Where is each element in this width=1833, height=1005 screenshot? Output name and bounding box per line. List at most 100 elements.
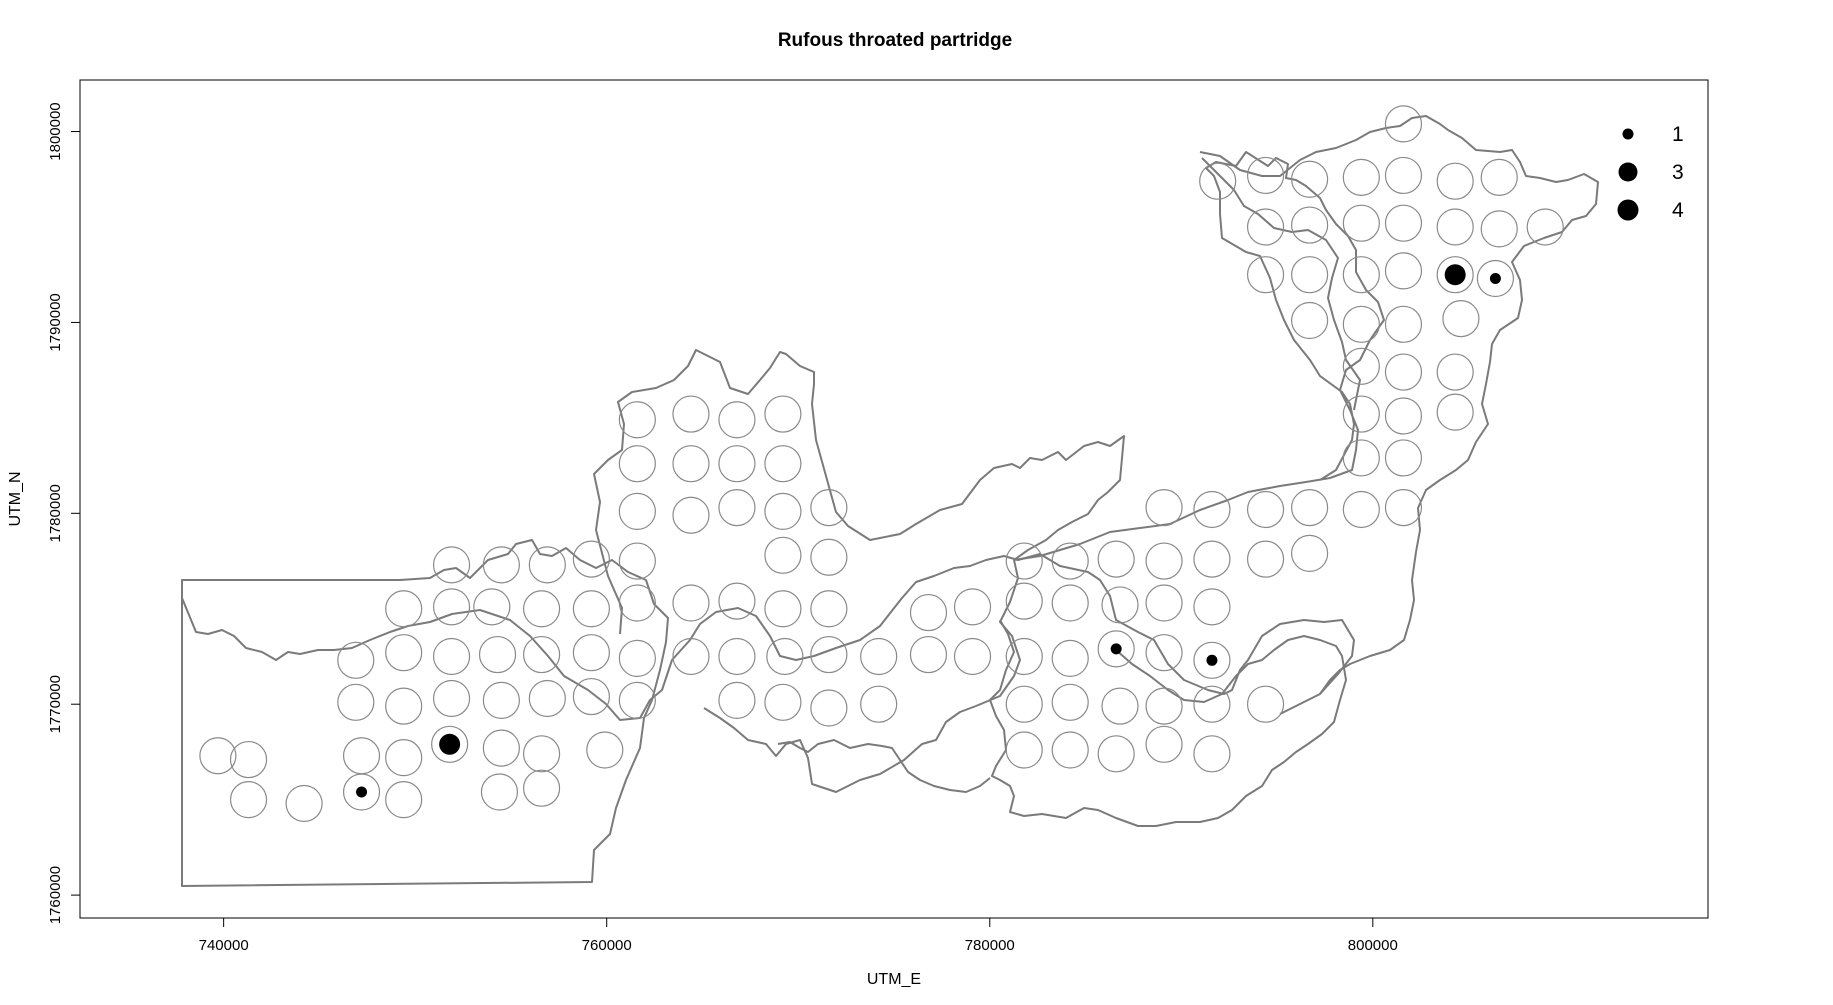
survey-point <box>528 679 566 718</box>
survey-point <box>522 590 561 628</box>
survey-point <box>1145 542 1183 580</box>
survey-point <box>672 395 710 433</box>
coastline-segment <box>777 739 991 793</box>
survey-point <box>1246 208 1285 246</box>
survey-point <box>718 445 756 483</box>
survey-points <box>199 105 1564 823</box>
survey-point <box>1436 256 1474 294</box>
survey-point <box>1005 637 1043 676</box>
survey-point <box>764 536 802 574</box>
survey-point <box>618 639 656 677</box>
survey-point <box>473 588 511 626</box>
province-boundary-south <box>181 553 1355 721</box>
survey-point <box>1384 252 1423 290</box>
survey-point <box>1384 156 1423 195</box>
y-axis-label: UTM_N <box>7 471 24 526</box>
survey-point <box>1005 582 1043 620</box>
survey-point <box>572 677 610 716</box>
survey-point <box>1097 540 1135 578</box>
survey-point <box>229 740 268 779</box>
survey-point <box>810 488 848 527</box>
survey-point <box>909 593 948 632</box>
survey-point <box>810 635 848 674</box>
survey-point <box>1342 395 1380 433</box>
detection-markers <box>356 264 1501 798</box>
district-boundary-south-east <box>989 619 1347 827</box>
survey-point <box>1342 305 1380 343</box>
survey-point <box>618 401 656 439</box>
survey-point <box>1436 162 1474 200</box>
detection-marker <box>356 786 368 798</box>
map-boundaries <box>181 115 1599 887</box>
survey-point <box>953 588 992 626</box>
survey-point <box>480 773 519 811</box>
survey-point <box>953 637 992 676</box>
survey-point <box>860 637 898 676</box>
x-axis: 740000 760000 780000 800000 <box>199 917 1398 954</box>
survey-point <box>572 540 610 578</box>
survey-point <box>764 590 802 628</box>
survey-point <box>385 739 423 777</box>
survey-point <box>1051 584 1089 622</box>
survey-point <box>522 769 561 807</box>
x-axis-label: UTM_E <box>867 971 921 988</box>
survey-point <box>1342 256 1380 294</box>
x-tick-label: 800000 <box>1348 937 1398 954</box>
survey-point <box>1291 301 1329 340</box>
legend-symbol <box>1617 199 1639 221</box>
survey-point <box>1436 208 1474 246</box>
survey-point <box>432 546 471 584</box>
survey-point <box>229 781 268 819</box>
survey-point <box>1005 731 1043 769</box>
survey-point <box>1246 156 1285 195</box>
survey-point <box>1246 490 1285 529</box>
survey-point <box>432 679 471 718</box>
survey-point <box>618 681 656 719</box>
survey-point <box>1442 300 1480 338</box>
district-boundary-west <box>181 539 669 887</box>
survey-point <box>1246 256 1285 294</box>
survey-point <box>572 634 610 672</box>
survey-point <box>718 681 756 719</box>
survey-point <box>337 641 375 679</box>
survey-point <box>618 492 656 531</box>
detection-marker <box>439 733 461 755</box>
survey-point <box>285 784 323 823</box>
survey-point <box>385 687 423 725</box>
survey-point <box>1051 639 1089 677</box>
survey-point <box>385 590 423 628</box>
survey-point <box>482 729 520 767</box>
survey-point <box>385 781 423 819</box>
survey-point <box>1436 393 1474 431</box>
survey-point <box>672 445 710 483</box>
survey-point <box>1342 347 1380 385</box>
survey-point <box>1384 105 1423 143</box>
detection-marker <box>1206 654 1218 666</box>
survey-point <box>1342 158 1380 196</box>
survey-point <box>342 737 381 775</box>
survey-point <box>764 492 802 531</box>
y-tick-label: 1760000 <box>47 866 64 924</box>
survey-point <box>810 689 848 727</box>
survey-point <box>1384 353 1423 391</box>
district-boundary-central <box>593 349 1125 793</box>
survey-point <box>1051 731 1089 769</box>
survey-point <box>1193 641 1231 679</box>
survey-point <box>432 588 471 626</box>
survey-point <box>1101 687 1139 725</box>
survey-point <box>618 542 656 580</box>
chart-title: Rufous throated partridge <box>778 30 1012 51</box>
survey-point <box>1193 588 1231 626</box>
survey-point <box>1384 305 1423 343</box>
survey-point <box>482 546 520 584</box>
province-boundary-east <box>1201 157 1361 411</box>
legend-label: 1 <box>1672 123 1684 146</box>
survey-point <box>766 637 804 676</box>
x-tick-label: 780000 <box>965 937 1015 954</box>
survey-point <box>1097 630 1135 668</box>
survey-point <box>909 635 948 674</box>
legend-symbol <box>1618 162 1638 182</box>
survey-point <box>1436 353 1474 391</box>
survey-point <box>199 737 237 775</box>
survey-point <box>1480 210 1518 248</box>
